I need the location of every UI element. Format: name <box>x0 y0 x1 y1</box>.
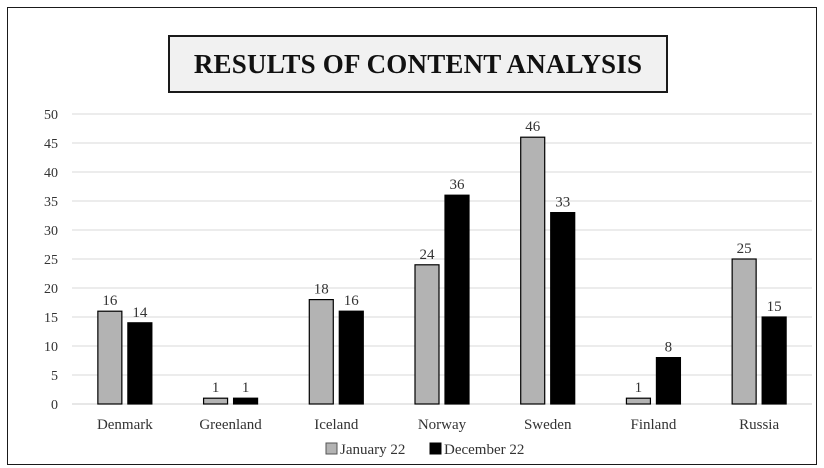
y-tick-label: 35 <box>44 195 58 210</box>
x-axis: Denmark Greenland Iceland Norway Sweden Finla… <box>97 417 780 433</box>
bar-january-22 <box>308 299 334 405</box>
bar-december-22 <box>444 194 470 405</box>
data-label: 24 <box>420 247 436 263</box>
data-label: 8 <box>665 340 673 356</box>
bar-january-22 <box>625 397 652 405</box>
bar-december-22 <box>761 316 787 405</box>
legend-swatch <box>429 442 442 455</box>
bar-january-22 <box>202 397 229 405</box>
y-tick-label: 45 <box>44 137 58 152</box>
data-label: 18 <box>314 282 329 298</box>
data-label: 15 <box>767 299 782 315</box>
y-tick-label: 20 <box>44 282 58 297</box>
y-tick-label: 50 <box>44 108 58 123</box>
legend-label: January 22 <box>340 442 405 458</box>
data-label: 36 <box>450 177 466 193</box>
gridlines <box>72 113 812 405</box>
data-label: 1 <box>635 380 643 396</box>
bar-december-22 <box>338 310 364 405</box>
bar-december-22 <box>127 322 153 405</box>
y-tick-label: 25 <box>44 253 58 268</box>
y-tick-label: 30 <box>44 224 58 239</box>
bar-january-22 <box>520 136 546 405</box>
bar-december-22 <box>550 212 576 405</box>
bar-january-22 <box>414 264 440 405</box>
x-category-label: Iceland <box>314 417 359 433</box>
bar-december-22 <box>232 397 259 405</box>
y-tick-label: 10 <box>44 340 58 355</box>
data-label: 46 <box>525 119 541 135</box>
x-category-label: Russia <box>739 417 779 433</box>
x-category-label: Sweden <box>524 417 572 433</box>
y-tick-label: 5 <box>51 369 58 384</box>
y-tick-label: 0 <box>51 398 58 413</box>
chart-title: RESULTS OF CONTENT ANALYSIS <box>193 48 643 79</box>
y-tick-label: 15 <box>44 311 58 326</box>
bars <box>97 136 787 405</box>
x-category-label: Norway <box>418 417 467 433</box>
chart-title-box: RESULTS OF CONTENT ANALYSIS <box>168 35 668 93</box>
data-label: 14 <box>132 305 148 321</box>
x-category-label: Finland <box>631 417 677 433</box>
data-label: 16 <box>102 293 118 309</box>
data-label: 1 <box>242 380 250 396</box>
data-label: 25 <box>737 241 752 257</box>
legend-swatch <box>325 442 338 455</box>
data-label: 1 <box>212 380 220 396</box>
data-label: 16 <box>344 293 360 309</box>
bar-january-22 <box>731 258 757 405</box>
y-axis: 0 5 10 15 20 25 30 35 40 45 50 <box>44 108 58 413</box>
bar-january-22 <box>97 310 123 405</box>
legend-label: December 22 <box>444 442 524 458</box>
legend: January 22 December 22 <box>325 442 524 458</box>
x-category-label: Greenland <box>199 417 262 433</box>
y-tick-label: 40 <box>44 166 58 181</box>
bar-december-22 <box>655 357 682 405</box>
x-category-label: Denmark <box>97 417 153 433</box>
data-label: 33 <box>555 195 570 211</box>
